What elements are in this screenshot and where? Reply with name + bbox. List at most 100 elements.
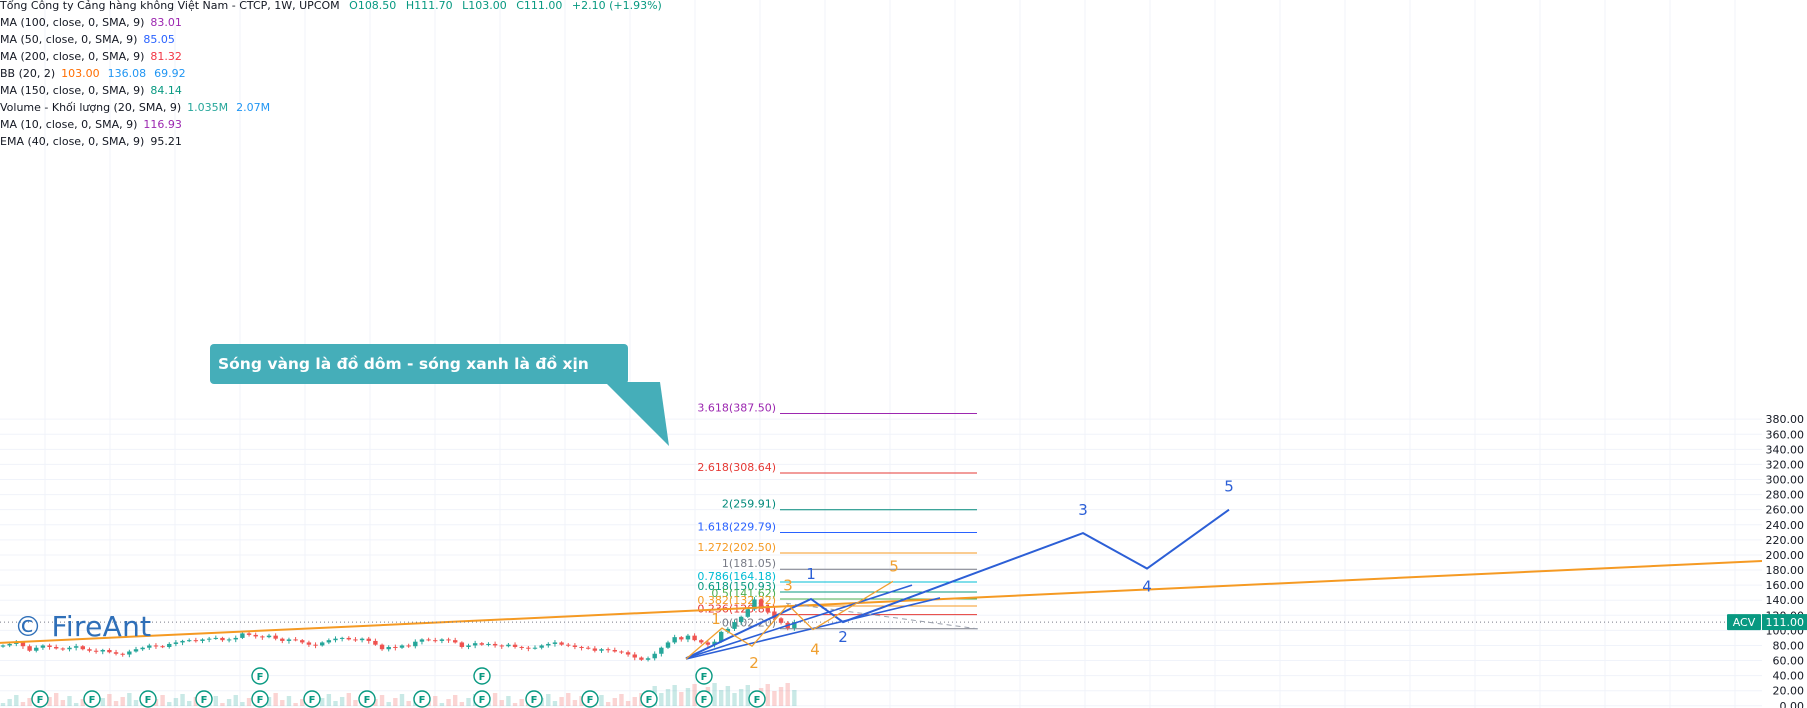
candle-body [772, 611, 777, 619]
event-marker-f[interactable] [525, 690, 543, 708]
event-markers[interactable]: F F F F F F F F F F F F F F F F F [31, 667, 766, 708]
indicator-row[interactable]: EMA (40, close, 0, SMA, 9) 95.21 [0, 133, 662, 150]
event-marker-letter: F [145, 695, 152, 706]
event-marker-f[interactable] [31, 690, 49, 708]
candle-body [386, 646, 391, 650]
volume-bar [453, 695, 458, 706]
event-marker-f[interactable] [251, 690, 269, 708]
event-marker-f[interactable] [413, 690, 431, 708]
volume-bar [572, 700, 578, 706]
volume-bar [546, 694, 551, 706]
volume-bar [266, 697, 272, 706]
candle-body [226, 639, 232, 641]
volume-bar [679, 692, 684, 706]
indicator-value: 95.21 [150, 135, 182, 148]
candle-body [499, 645, 504, 647]
volume-bar [732, 693, 737, 706]
wave-label-blue: 5 [1224, 478, 1234, 496]
candle-body [512, 644, 518, 647]
volume-bar [446, 699, 451, 706]
candle-body [280, 638, 285, 641]
indicator-value: 136.08 [107, 67, 147, 80]
event-marker-f[interactable] [195, 690, 213, 708]
indicator-row[interactable]: MA (200, close, 0, SMA, 9) 81.32 [0, 48, 662, 65]
indicator-row[interactable]: Volume - Khối lượng (20, SMA, 9) 1.035M 2.… [0, 99, 662, 116]
event-marker-f[interactable] [139, 690, 157, 708]
event-marker-f[interactable] [358, 690, 376, 708]
candle-body [659, 647, 664, 654]
volume-bar [20, 702, 26, 706]
price-axis[interactable]: 0.0020.0040.0060.0080.00100.00120.00140.… [1762, 0, 1807, 708]
candle-body [167, 643, 172, 647]
candle-body [652, 653, 657, 659]
fib-level-label: 1(181.05) [722, 557, 776, 570]
volume-bar [80, 699, 85, 706]
indicator-row[interactable]: MA (10, close, 0, SMA, 9) 116.93 [0, 116, 662, 133]
volume-bar [73, 703, 79, 706]
volume-bar [738, 689, 744, 706]
price-axis-tick: 220.00 [1766, 534, 1805, 547]
annotation-callout[interactable]: Sóng vàng là đồ dôm - sóng xanh là đồ xị… [210, 344, 628, 384]
candle-body [579, 646, 584, 648]
fib-level-label: 0.618(150.93) [697, 580, 776, 593]
event-marker-f[interactable] [83, 690, 101, 708]
candle-body [286, 639, 292, 641]
volume-bar [280, 700, 285, 706]
indicator-row[interactable]: BB (20, 2) 103.00 136.08 69.92 [0, 65, 662, 82]
volume-bar [379, 695, 385, 706]
event-marker-f[interactable] [473, 690, 491, 708]
fib-level-label: 0.786(164.18) [697, 570, 776, 583]
candle-body [625, 652, 631, 655]
volume-bar [512, 703, 518, 706]
indicator-value: 85.05 [143, 33, 175, 46]
price-axis-tick: 340.00 [1766, 443, 1805, 456]
candle-body [725, 628, 731, 632]
candle-body [586, 647, 591, 649]
elliott-wave-blue[interactable] [685, 508, 1230, 660]
candle-body [93, 650, 99, 652]
event-marker-f[interactable] [695, 667, 713, 685]
event-marker-f[interactable] [640, 690, 658, 708]
candle-body [200, 639, 205, 641]
candle-body [672, 637, 677, 643]
volume-bar [180, 694, 185, 706]
indicator-row[interactable]: MA (100, close, 0, SMA, 9) 83.01 [0, 14, 662, 31]
candle-body [27, 646, 32, 651]
volume-bar [320, 698, 325, 706]
indicator-value: 2.07M [236, 101, 271, 114]
indicator-value: 84.14 [150, 84, 182, 97]
event-marker-letter: F [754, 695, 761, 706]
candle-body [552, 642, 558, 644]
indicator-value: 81.32 [150, 50, 182, 63]
event-marker-letter: F [419, 695, 426, 706]
volume-bar [765, 684, 770, 706]
event-marker-f[interactable] [251, 667, 269, 685]
event-marker-f[interactable] [303, 690, 321, 708]
volume-bar [466, 698, 471, 706]
candle-body [306, 642, 312, 645]
long-term-trendline[interactable] [0, 559, 1763, 644]
event-marker-f[interactable] [473, 667, 491, 685]
candle-body [213, 637, 218, 639]
candle-body [206, 638, 212, 640]
candle-body [619, 651, 624, 653]
event-marker-f[interactable] [748, 690, 766, 708]
candle-body [54, 646, 59, 649]
volume-bar [725, 686, 731, 706]
support-line-blue[interactable] [685, 597, 941, 660]
event-marker-f[interactable] [581, 690, 599, 708]
support-line-blue[interactable] [685, 584, 913, 660]
drawing-overlays[interactable]: 1 2 3 4 5 1 2 3 4 5 [0, 382, 1763, 672]
fibonacci-extension[interactable]: 3.618(387.50) 2.618(308.64) 2(259.91) 1.618… [697, 402, 977, 630]
indicator-row[interactable]: MA (150, close, 0, SMA, 9) 84.14 [0, 82, 662, 99]
indicator-label: EMA (40, close, 0, SMA, 9) [0, 135, 145, 148]
symbol-header[interactable]: Tổng Công ty Cảng hàng không Việt Nam - … [0, 0, 662, 14]
elliott-wave-orange[interactable] [685, 580, 894, 660]
price-axis-tick: 60.00 [1773, 655, 1805, 668]
candle-body [393, 646, 398, 648]
candle-body [147, 645, 152, 648]
indicator-row[interactable]: MA (50, close, 0, SMA, 9) 85.05 [0, 31, 662, 48]
volume-bar [632, 697, 637, 706]
event-marker-f[interactable] [695, 690, 713, 708]
